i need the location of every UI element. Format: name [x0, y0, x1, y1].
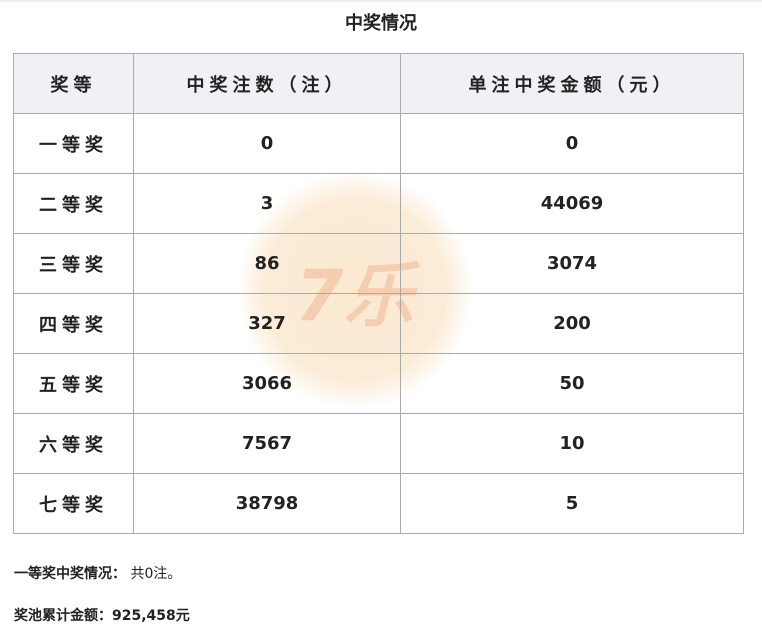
- prize-amount: 0: [400, 113, 744, 174]
- table-row: 六等奖 7567 10: [13, 413, 744, 474]
- table-row: 四等奖 327 200: [13, 293, 744, 354]
- top-border: [0, 0, 762, 2]
- header-amount: 单注中奖金额（元）: [400, 53, 744, 114]
- pool-label: 奖池累计金额：: [14, 608, 112, 624]
- winner-count: 38798: [133, 473, 401, 534]
- prize-amount: 3074: [400, 233, 744, 294]
- prize-level: 四等奖: [13, 293, 134, 354]
- prize-amount: 50: [400, 353, 744, 414]
- header-count: 中奖注数（注）: [133, 53, 401, 114]
- prize-amount: 5: [400, 473, 744, 534]
- prize-level: 一等奖: [13, 113, 134, 174]
- header-level: 奖等: [13, 53, 134, 114]
- table-row: 一等奖 0 0: [13, 113, 744, 174]
- table-header: 奖等 中奖注数（注） 单注中奖金额（元）: [13, 53, 744, 114]
- prize-amount: 200: [400, 293, 744, 354]
- prize-amount: 10: [400, 413, 744, 474]
- pool-info: 奖池累计金额：925,458元: [14, 605, 190, 625]
- prize-level: 六等奖: [13, 413, 134, 474]
- first-prize-label: 一等奖中奖情况：: [14, 566, 126, 582]
- table-row: 五等奖 3066 50: [13, 353, 744, 414]
- table-row: 二等奖 3 44069: [13, 173, 744, 234]
- table-row: 七等奖 38798 5: [13, 473, 744, 534]
- prize-level: 二等奖: [13, 173, 134, 234]
- table-row: 三等奖 86 3074: [13, 233, 744, 294]
- page-title: 中奖情况: [345, 13, 417, 34]
- winner-count: 0: [133, 113, 401, 174]
- first-prize-info: 一等奖中奖情况： 共0注。: [14, 563, 181, 583]
- winner-count: 3: [133, 173, 401, 234]
- prize-level: 五等奖: [13, 353, 134, 414]
- first-prize-value: 共0注。: [130, 566, 182, 582]
- winner-count: 3066: [133, 353, 401, 414]
- prize-level: 三等奖: [13, 233, 134, 294]
- prize-table: 奖等 中奖注数（注） 单注中奖金额（元） 一等奖 0 0 二等奖 3 44069 三等奖 86…: [13, 53, 744, 534]
- winner-count: 7567: [133, 413, 401, 474]
- winner-count: 327: [133, 293, 401, 354]
- winner-count: 86: [133, 233, 401, 294]
- prize-level: 七等奖: [13, 473, 134, 534]
- pool-value: 925,458元: [112, 608, 190, 624]
- prize-amount: 44069: [400, 173, 744, 234]
